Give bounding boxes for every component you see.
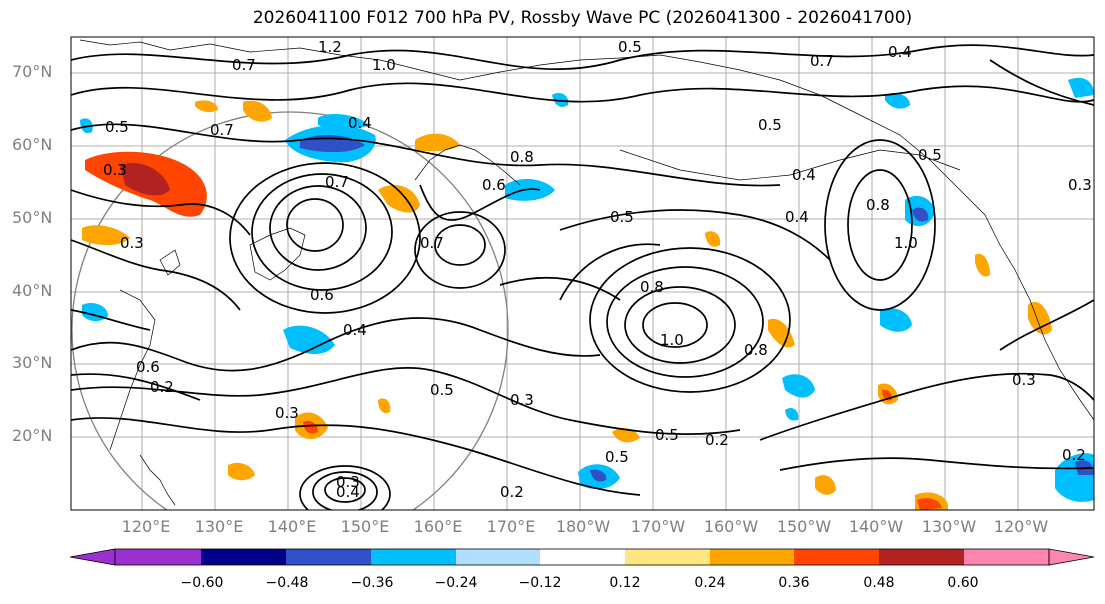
- pv-contours: [71, 44, 1094, 510]
- contour-label: 0.5: [105, 118, 129, 136]
- colorbar-extend-high: [1048, 548, 1095, 566]
- contour-label: 0.6: [482, 176, 506, 194]
- coastlines: [79, 39, 1094, 506]
- lat-label-40n: 40°N: [12, 281, 53, 300]
- contour-label: 0.3: [1068, 176, 1092, 194]
- contour-label: 0.3: [120, 234, 144, 252]
- colorbar-segment: [964, 549, 1049, 565]
- map-title: 2026041100 F012 700 hPa PV, Rossby Wave …: [252, 8, 913, 28]
- contour-label: 1.0: [372, 56, 396, 74]
- colorbar-segment: [879, 549, 964, 565]
- colorbar: [70, 548, 1095, 566]
- colorbar-segment: [286, 549, 371, 565]
- lat-label-70n: 70°N: [12, 62, 53, 81]
- contour-label: 0.3: [103, 161, 127, 179]
- contour-label: 0.5: [610, 208, 634, 226]
- colorbar-segment: [201, 549, 286, 565]
- contour-label: 0.5: [918, 146, 942, 164]
- lat-label-60n: 60°N: [12, 135, 53, 154]
- colorbar-segment: [371, 549, 456, 565]
- anomaly-patches: [80, 77, 1094, 510]
- contour-label: 0.4: [343, 321, 367, 339]
- lon-label-160e: 160°E: [413, 517, 463, 536]
- lon-label-120e: 120°E: [121, 517, 171, 536]
- contour-label: 0.7: [325, 173, 349, 191]
- lon-label-170w: 170°W: [630, 517, 686, 536]
- colorbar-tick-label: −0.48: [265, 575, 309, 591]
- contour-label: 0.4: [792, 166, 816, 184]
- colorbar-tick-label: 0.48: [863, 575, 895, 591]
- lon-label-170e: 170°E: [486, 517, 536, 536]
- colorbar-tick-label: −0.12: [518, 575, 562, 591]
- contour-label: 0.4: [348, 114, 372, 132]
- lon-label-160w: 160°W: [703, 517, 759, 536]
- colorbar-tick-label: 0.12: [609, 575, 641, 591]
- contour-label: 0.6: [136, 358, 160, 376]
- colorbar-tick-label: 0.24: [694, 575, 726, 591]
- contour-label: 0.6: [310, 286, 334, 304]
- lon-label-140w: 140°W: [848, 517, 904, 536]
- contour-label: 0.2: [1062, 446, 1086, 464]
- contour-label: 0.3: [1012, 371, 1036, 389]
- colorbar-tick-label: 0.36: [778, 575, 810, 591]
- lat-label-50n: 50°N: [12, 208, 53, 227]
- lon-label-120w: 120°W: [993, 517, 1049, 536]
- contour-label: 0.2: [150, 378, 174, 396]
- lon-label-150w: 150°W: [776, 517, 832, 536]
- colorbar-segment: [456, 549, 540, 565]
- reference-circle: [71, 111, 509, 510]
- contour-label: 0.8: [866, 196, 890, 214]
- contour-label: 0.2: [705, 431, 729, 449]
- map-frame: [70, 36, 1095, 511]
- contour-label: 0.7: [420, 234, 444, 252]
- contour-label: 1.2: [318, 38, 342, 56]
- contour-label: 0.4: [336, 483, 360, 501]
- contour-label: 0.8: [640, 278, 664, 296]
- colorbar-tick-label: −0.24: [434, 575, 478, 591]
- lon-label-130e: 130°E: [194, 517, 244, 536]
- colorbar-segment: [115, 549, 201, 565]
- contour-label: 1.0: [894, 234, 918, 252]
- contour-label: 0.7: [232, 56, 256, 74]
- colorbar-segment: [710, 549, 794, 565]
- map-gridlines: [71, 37, 1094, 510]
- colorbar-segment: [625, 549, 710, 565]
- contour-label: 0.2: [500, 483, 524, 501]
- colorbar-segment: [540, 549, 625, 565]
- contour-label: 0.5: [758, 116, 782, 134]
- colorbar-extend-low: [70, 548, 116, 566]
- contour-label: 0.5: [655, 426, 679, 444]
- contour-label: 0.3: [275, 404, 299, 422]
- lon-label-130w: 130°W: [921, 517, 977, 536]
- contour-labels: 1.2 1.0 0.7 0.5 0.4 0.7 0.5 0.7 0.4 0.5 …: [103, 38, 1092, 501]
- lon-label-180w: 180°W: [555, 517, 611, 536]
- lon-label-140e: 140°E: [267, 517, 317, 536]
- contour-label: 0.4: [888, 43, 912, 61]
- contour-label: 0.3: [510, 391, 534, 409]
- colorbar-segment: [794, 549, 879, 565]
- colorbar-tick-label: −0.36: [350, 575, 394, 591]
- contour-label: 0.5: [430, 381, 454, 399]
- contour-label: 0.7: [810, 52, 834, 70]
- lon-label-150e: 150°E: [340, 517, 390, 536]
- contour-label: 0.8: [744, 341, 768, 359]
- contour-label: 0.3: [336, 473, 360, 491]
- contour-label: 0.7: [210, 121, 234, 139]
- lat-label-20n: 20°N: [12, 426, 53, 445]
- lat-label-30n: 30°N: [12, 353, 53, 372]
- colorbar-tick-label: −0.60: [180, 575, 224, 591]
- contour-label: 0.8: [510, 148, 534, 166]
- contour-label: 0.5: [605, 448, 629, 466]
- contour-label: 1.0: [660, 331, 684, 349]
- contour-label: 0.4: [785, 208, 809, 226]
- colorbar-tick-label: 0.60: [947, 575, 979, 591]
- contour-label: 0.5: [618, 38, 642, 56]
